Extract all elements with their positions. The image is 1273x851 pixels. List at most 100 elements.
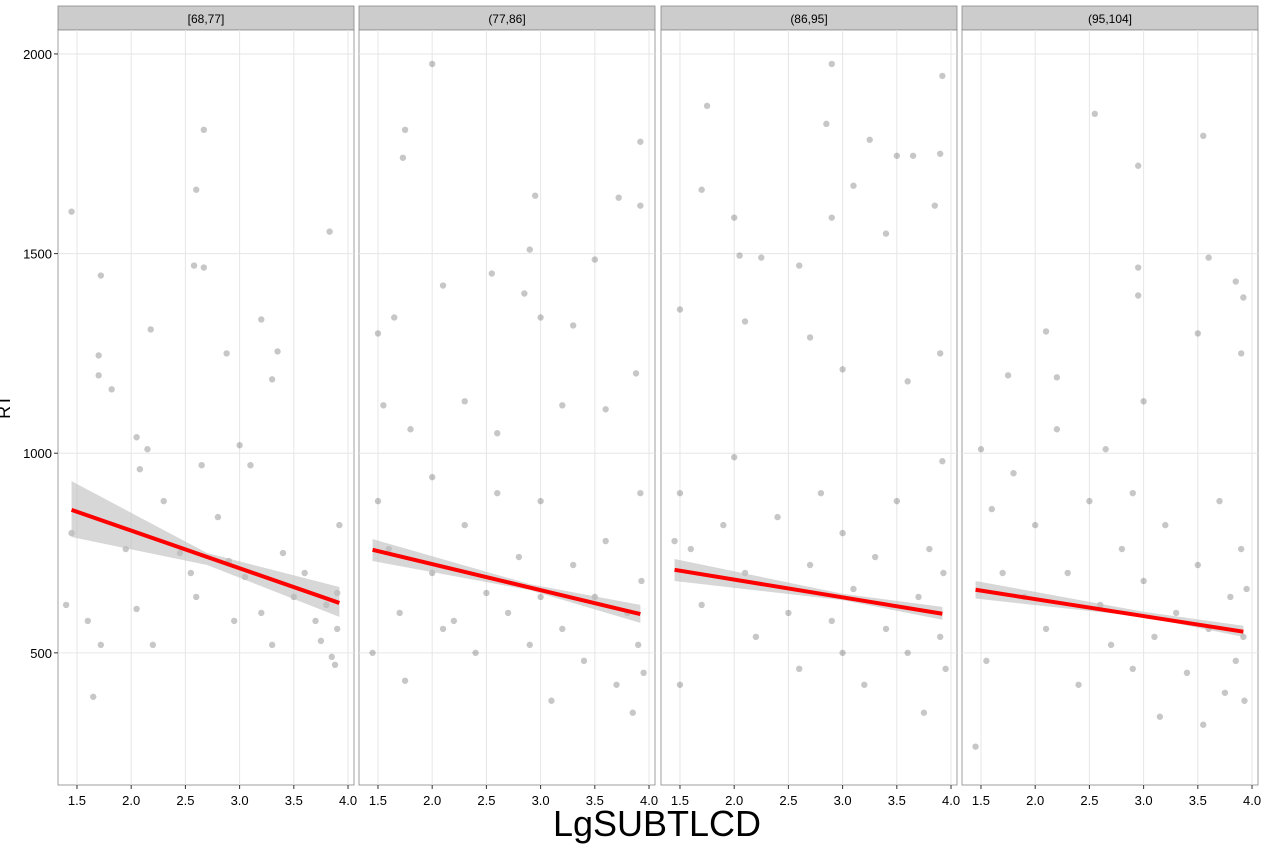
- point: [806, 334, 814, 341]
- x-tick-label: 3.5: [285, 793, 303, 808]
- point: [939, 72, 946, 80]
- point: [230, 617, 238, 625]
- x-tick-label: 2.0: [1026, 793, 1044, 808]
- fit-line: [70, 508, 341, 605]
- point: [279, 549, 287, 557]
- point: [839, 529, 846, 537]
- point: [1064, 569, 1071, 577]
- point: [258, 609, 265, 617]
- point: [774, 513, 781, 521]
- point: [904, 378, 911, 385]
- point: [634, 641, 642, 649]
- point: [806, 561, 814, 569]
- fit-line: [372, 547, 641, 617]
- point: [1053, 426, 1061, 433]
- point: [488, 270, 496, 277]
- point: [1200, 132, 1207, 140]
- point: [752, 633, 760, 641]
- point: [223, 350, 230, 357]
- point: [671, 537, 678, 545]
- point: [1237, 545, 1245, 553]
- x-tick-label: 2.5: [779, 793, 797, 808]
- point: [450, 617, 458, 625]
- point: [1216, 497, 1223, 505]
- point: [931, 202, 938, 209]
- point: [1194, 330, 1202, 337]
- panel: [660, 29, 958, 786]
- point: [301, 569, 308, 577]
- point: [1031, 521, 1039, 529]
- x-tick-label: 2.5: [1080, 793, 1098, 808]
- fit-line: [975, 587, 1244, 634]
- point: [144, 446, 151, 453]
- point: [396, 609, 403, 617]
- x-tick-label: 1.5: [671, 793, 689, 808]
- point: [920, 709, 928, 716]
- point: [1232, 657, 1239, 665]
- point: [882, 625, 890, 633]
- point: [999, 569, 1006, 577]
- point: [274, 348, 281, 355]
- point: [1053, 374, 1061, 381]
- point: [904, 649, 911, 657]
- point: [1232, 278, 1239, 285]
- point: [559, 402, 566, 409]
- point: [268, 641, 276, 649]
- point: [369, 649, 376, 657]
- x-tick-label: 1.5: [68, 793, 86, 808]
- x-tick-label: 1.5: [369, 793, 387, 808]
- point: [741, 318, 749, 325]
- point: [312, 617, 319, 625]
- point: [676, 681, 684, 688]
- point: [936, 350, 944, 357]
- point: [333, 625, 341, 633]
- point: [817, 489, 825, 497]
- point: [871, 553, 879, 561]
- point: [380, 402, 387, 409]
- point: [399, 154, 407, 161]
- point: [591, 256, 599, 263]
- point: [861, 681, 868, 688]
- point: [326, 228, 333, 235]
- point: [472, 649, 479, 657]
- point: [785, 609, 792, 617]
- point: [1156, 713, 1164, 720]
- y-tick-label: 1500: [23, 247, 52, 262]
- point: [1151, 633, 1158, 641]
- point: [698, 186, 705, 193]
- point: [915, 593, 922, 601]
- point: [1134, 162, 1142, 169]
- point: [602, 537, 609, 545]
- point: [828, 60, 835, 68]
- point: [504, 609, 512, 617]
- point: [640, 669, 647, 677]
- point: [909, 152, 917, 159]
- fit-line: [674, 567, 943, 616]
- point: [559, 625, 566, 633]
- point: [494, 489, 501, 497]
- point: [428, 60, 436, 68]
- y-tick-label: 1000: [23, 446, 52, 461]
- point: [1091, 110, 1099, 118]
- point: [461, 521, 468, 529]
- x-tick-label: 2.5: [477, 793, 495, 808]
- strip-label: (77,86]: [488, 12, 525, 26]
- point: [537, 314, 544, 321]
- point: [629, 709, 636, 716]
- point: [893, 497, 901, 505]
- point: [483, 589, 490, 597]
- point: [977, 446, 985, 453]
- point: [569, 561, 577, 569]
- strip-label: [68,77]: [188, 12, 225, 26]
- x-tick-label: 1.5: [972, 793, 990, 808]
- point: [1200, 721, 1207, 728]
- point: [1140, 398, 1147, 405]
- point: [515, 553, 523, 561]
- point: [336, 521, 343, 529]
- point: [637, 138, 644, 145]
- point: [407, 426, 414, 433]
- point: [730, 454, 738, 461]
- point: [97, 641, 105, 649]
- point: [637, 202, 644, 209]
- point: [236, 442, 243, 449]
